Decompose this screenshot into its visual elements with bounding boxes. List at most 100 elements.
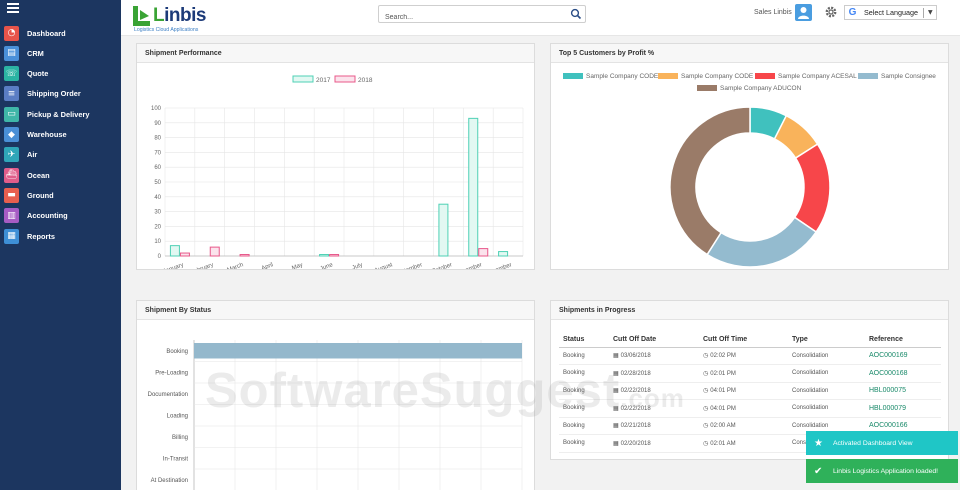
panel-title: Shipments in Progress (551, 301, 948, 320)
chart-legend: Sample Company CODE Sample Company CODE Sa… (563, 73, 936, 92)
sidebar-item-label: Warehouse (27, 130, 67, 139)
table-cell: ◷ 02:02 PM (699, 347, 788, 365)
sidebar: ◔ Dashboard ▤ CRM ☏ Quote ≡ Shipping Order ▭ Pick… (0, 0, 121, 490)
clock-icon: ◷ (703, 439, 709, 447)
bar-booking[interactable] (194, 343, 522, 359)
column-header[interactable]: Cutt Off Date (609, 332, 699, 348)
table-cell: Consolidation (788, 364, 865, 383)
search-box (378, 5, 586, 26)
bar-2017-november[interactable] (468, 117, 479, 257)
cell-value: Consolidation (792, 405, 829, 412)
y-tick-label: In-Transit (163, 456, 188, 462)
table-cell: ▦ 02/28/2018 (609, 364, 699, 383)
quote-icon: ☏ (4, 66, 19, 82)
pie-slice-5[interactable] (669, 106, 751, 256)
logo-subtitle: Logistics Cloud Applications (134, 27, 199, 33)
table-cell: Booking (559, 364, 609, 383)
table-cell: Booking (559, 417, 609, 435)
x-tick-label: December (485, 262, 513, 269)
table-cell: ◷ 02:01 AM (699, 434, 788, 453)
bar-2017-december[interactable] (498, 251, 509, 257)
bar-2018-june[interactable] (329, 254, 340, 257)
table-row[interactable]: Booking ▦ 02/28/2018 ◷ 02:01 PM Consolidation… (559, 364, 941, 383)
menu-toggle-icon[interactable] (7, 3, 19, 13)
star-icon: ★ (814, 437, 823, 449)
sidebar-item-pickup-delivery[interactable]: ▭ Pickup & Delivery (0, 104, 121, 124)
clock-icon: ◷ (703, 352, 709, 360)
bar-2018-march[interactable] (239, 254, 250, 257)
sidebar-item-warehouse[interactable]: ◆ Warehouse (0, 125, 121, 145)
calendar-icon: ▦ (613, 369, 619, 377)
sidebar-item-air[interactable]: ✈ Air (0, 145, 121, 165)
bar-2018-november[interactable] (478, 248, 489, 257)
bar-2018-january[interactable] (179, 252, 190, 257)
column-header[interactable]: Type (788, 332, 865, 348)
sidebar-item-shipping-order[interactable]: ≡ Shipping Order (0, 84, 121, 104)
y-tick-label: 100 (151, 106, 162, 112)
table-row[interactable]: Booking ▦ 02/22/2018 ◷ 04:01 PM Consolidation… (559, 399, 941, 418)
gear-icon[interactable] (824, 5, 838, 19)
bar-2018-february[interactable] (209, 246, 220, 257)
y-tick-label: 60 (154, 165, 161, 171)
sidebar-item-label: Reports (27, 231, 55, 241)
cell-value: 03/06/2018 (620, 353, 651, 360)
legend-swatch (334, 75, 356, 83)
column-header[interactable]: Status (559, 332, 609, 348)
table-cell: Consolidation (788, 399, 865, 418)
table-row[interactable]: Booking ▦ 02/21/2018 ◷ 02:00 AM Consolidation… (559, 417, 941, 435)
sidebar-item-ground[interactable]: ▬ Ground (0, 185, 121, 205)
linbis-logo[interactable]: Linbis Logistics Cloud Applications (133, 4, 223, 34)
toast-text: Activated Dashboard View (833, 439, 913, 447)
ocean-icon: ⛴ (4, 167, 19, 183)
shipment-by-status-panel: Shipment By Status Booking Pre-Loading Doc… (136, 300, 535, 490)
user-name[interactable]: Sales Linbis (754, 9, 792, 16)
table-cell: ▦ 02/21/2018 (609, 417, 699, 435)
sidebar-item-crm[interactable]: ▤ CRM (0, 43, 121, 63)
table-cell[interactable]: HBL000075 (865, 382, 941, 400)
clock-icon: ◷ (703, 422, 709, 430)
shipment-performance-chart: 2017 2018 0 10 20 30 40 50 60 70 80 90 100 January Feb… (151, 75, 524, 278)
cell-value: 02/22/2018 (620, 388, 651, 395)
cell-value: Consolidation (792, 352, 829, 359)
sidebar-item-ocean[interactable]: ⛴ Ocean (0, 165, 121, 185)
logo-mark-icon (133, 6, 150, 26)
search-icon[interactable] (570, 8, 582, 20)
top-customers-panel: Top 5 Customers by Profit % Sample Compa… (550, 43, 949, 270)
sidebar-item-reports[interactable]: ▦ Reports (0, 226, 121, 246)
pie-slice-4[interactable] (706, 216, 818, 268)
bar-2017-october[interactable] (438, 203, 449, 257)
table-row[interactable]: Booking ▦ 03/06/2018 ◷ 02:02 PM Consolidation… (559, 347, 941, 365)
cell-value: Consolidation (792, 422, 829, 429)
table-row[interactable]: Booking ▦ 02/22/2018 ◷ 04:01 PM Consolidation… (559, 382, 941, 400)
table-cell[interactable]: AOC000168 (865, 364, 941, 383)
legend-swatch (292, 75, 314, 83)
y-tick-label: 80 (154, 136, 161, 142)
cell-value: AOC000166 (869, 422, 908, 430)
shipment-by-status-chart: Booking Pre-Loading Documentation Loading Bi… (148, 340, 523, 490)
x-tick-label: August (374, 262, 394, 269)
bar-2017-june[interactable] (319, 254, 330, 257)
air-icon: ✈ (4, 147, 19, 163)
toast-notification[interactable]: ★ Activated Dashboard View (806, 431, 958, 455)
table-cell: Consolidation (788, 382, 865, 400)
sidebar-item-accounting[interactable]: ▥ Accounting (0, 206, 121, 226)
cell-value: Booking (563, 352, 585, 359)
crm-icon: ▤ (4, 45, 19, 61)
language-divider (922, 7, 924, 18)
column-header[interactable]: Reference (865, 332, 941, 348)
table-cell[interactable]: AOC000169 (865, 347, 941, 365)
sidebar-item-quote[interactable]: ☏ Quote (0, 64, 121, 84)
bar-2017-january[interactable] (169, 245, 180, 257)
x-tick-label: July (352, 262, 364, 269)
column-header[interactable]: Cutt Off Time (699, 332, 788, 348)
y-tick-label: 70 (154, 150, 161, 156)
user-avatar-icon[interactable] (795, 4, 812, 21)
pie-slice-3[interactable] (793, 143, 831, 234)
table-cell[interactable]: HBL000079 (865, 399, 941, 418)
x-tick-label: March (227, 262, 245, 269)
language-select[interactable]: G Select Language ▼ (844, 5, 937, 20)
sidebar-item-label: Accounting (27, 211, 68, 221)
search-input[interactable] (379, 9, 559, 26)
sidebar-item-dashboard[interactable]: ◔ Dashboard (0, 23, 121, 43)
toast-notification[interactable]: ✔ Linbis Logistics Application loaded! (806, 459, 958, 483)
